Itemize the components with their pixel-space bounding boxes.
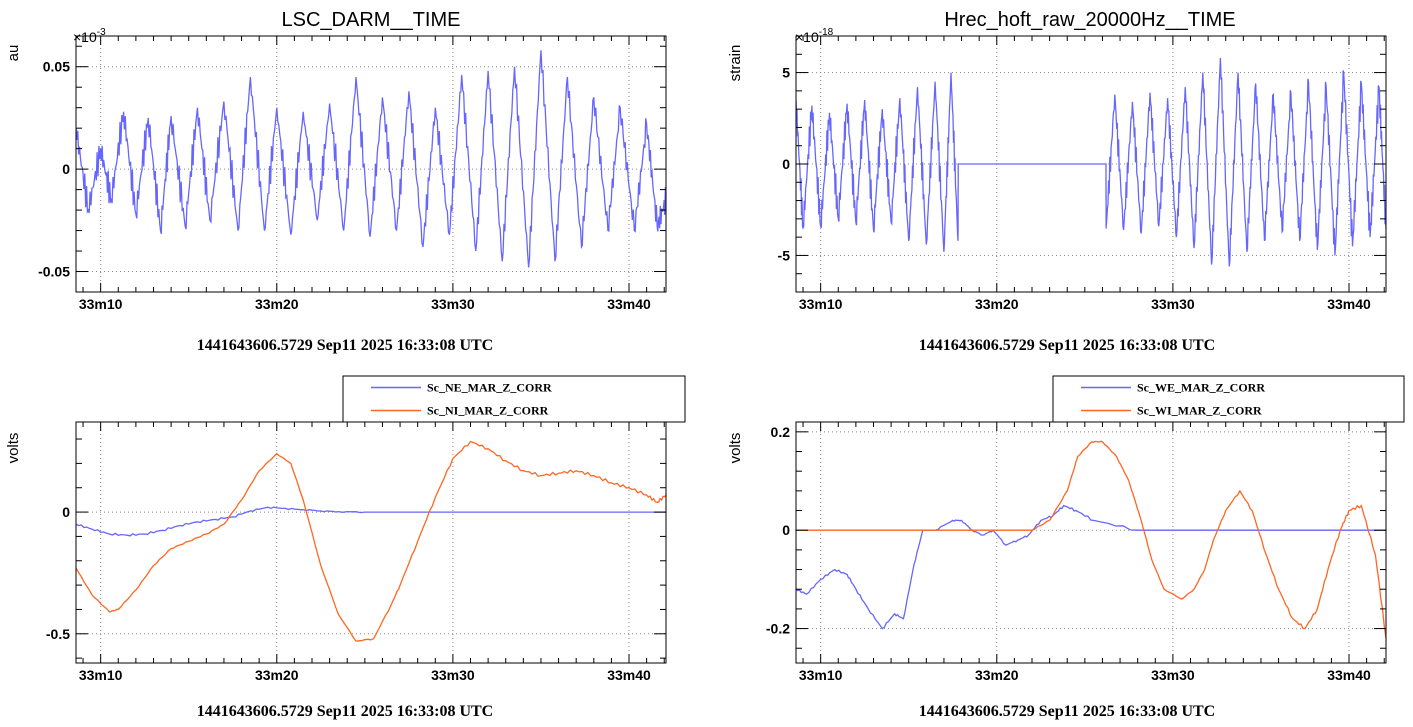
x-tick-label: 33m10 (799, 296, 843, 312)
legend-label: Sc_NE_MAR_Z_CORR (427, 381, 552, 395)
y-tick-label: -0.2 (766, 621, 790, 637)
y-axis-label: volts (727, 433, 744, 464)
y-tick-label: 5 (782, 65, 790, 81)
legend-box (1052, 375, 1405, 423)
y-tick-label: 0 (62, 504, 70, 520)
x-tick-label: 33m20 (255, 667, 299, 683)
x-tick-label: 33m10 (79, 667, 123, 683)
x-tick-label: 33m30 (431, 296, 475, 312)
x-tick-label: 33m10 (799, 667, 843, 683)
x-tick-label: 33m20 (975, 667, 1019, 683)
series-line-1 (796, 57, 1386, 267)
x-axis-label: 1441643606.5729 Sep11 2025 16:33:08 UTC (197, 703, 493, 720)
y-tick-label: 0 (782, 156, 790, 172)
y-tick-label: -0.5 (46, 626, 70, 642)
plot-frame (75, 421, 667, 664)
x-axis-label: 1441643606.5729 Sep11 2025 16:33:08 UTC (919, 337, 1215, 354)
x-tick-label: 33m30 (1151, 667, 1195, 683)
grid (796, 422, 1386, 663)
series-group (76, 440, 666, 642)
series-line-1 (76, 50, 666, 268)
grid (76, 36, 666, 292)
series-line-1 (76, 506, 666, 537)
chart-title: Hrec_hoft_raw_20000Hz__TIME (944, 9, 1235, 31)
plot-frame (75, 35, 667, 293)
y-axis-multiplier: ×10-18 (795, 27, 834, 45)
chart-panel-4: volts 33m10 33m20 33m30 33m40 -0.2 0 0.2 1441643… (727, 375, 1405, 720)
x-tick-label: 33m40 (607, 667, 651, 683)
legend-label: Sc_NI_MAR_Z_CORR (427, 404, 549, 418)
series-group (76, 50, 666, 268)
x-tick-label: 33m30 (1151, 296, 1195, 312)
grid (76, 422, 666, 663)
x-tick-label: 33m30 (431, 667, 475, 683)
chart-title: LSC_DARM__TIME (282, 9, 461, 31)
legend: Sc_NE_MAR_Z_CORR Sc_NI_MAR_Z_CORR (342, 375, 686, 423)
x-axis-label: 1441643606.5729 Sep11 2025 16:33:08 UTC (197, 337, 493, 354)
x-tick-label: 33m40 (1327, 296, 1371, 312)
y-tick-label: 0 (782, 522, 790, 538)
y-axis-label: volts (5, 433, 22, 464)
y-tick-label: 0.2 (771, 424, 791, 440)
x-tick-label: 33m20 (255, 296, 299, 312)
legend-label: Sc_WI_MAR_Z_CORR (1137, 404, 1262, 418)
y-tick-label: 0 (62, 161, 70, 177)
legend-box (342, 375, 686, 423)
x-tick-label: 33m40 (1327, 667, 1371, 683)
x-tick-label: 33m40 (607, 296, 651, 312)
y-tick-label: -5 (778, 247, 791, 263)
series-line-2 (796, 440, 1386, 639)
x-tick-label: 33m20 (975, 296, 1019, 312)
y-axis-multiplier: ×10-3 (73, 27, 106, 45)
y-tick-label: -0.05 (38, 264, 70, 280)
series-group (796, 440, 1386, 639)
x-axis-label: 1441643606.5729 Sep11 2025 16:33:08 UTC (919, 703, 1215, 720)
series-line-2 (76, 440, 666, 642)
y-tick-label: 0.05 (43, 59, 70, 75)
legend-label: Sc_WE_MAR_Z_CORR (1137, 381, 1265, 395)
legend: Sc_WE_MAR_Z_CORR Sc_WI_MAR_Z_CORR (1052, 375, 1405, 423)
series-line-1 (796, 504, 1386, 630)
x-tick-label: 33m10 (79, 296, 123, 312)
chart-panel-3: volts 33m10 33m20 33m30 33m40 -0.5 0 1441643606… (5, 375, 686, 720)
y-axis-label: au (5, 45, 22, 62)
series-group (796, 57, 1386, 267)
y-axis-label: strain (727, 45, 744, 82)
